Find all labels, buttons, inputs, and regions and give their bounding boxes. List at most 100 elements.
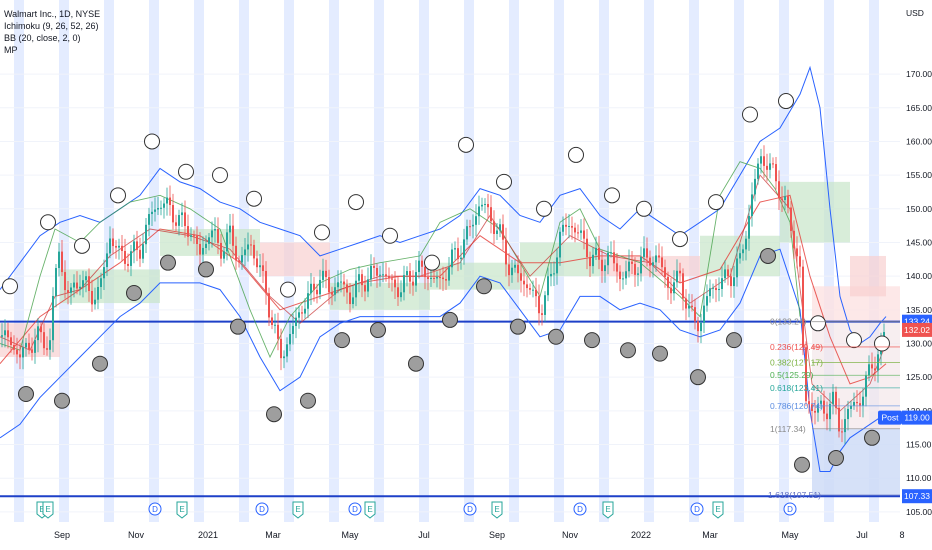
candle-body [91, 290, 93, 305]
candle-body [400, 292, 402, 298]
candle-body [868, 364, 870, 376]
event-label: E [605, 505, 610, 514]
legend-ichimoku[interactable]: Ichimoku (9, 26, 52, 26) [4, 21, 99, 31]
cloud-segment [850, 255, 886, 297]
candle-body [472, 224, 474, 227]
mp-circle-filled [198, 261, 214, 278]
x-tick-label: Nov [128, 530, 145, 540]
candle-body [289, 333, 291, 345]
candle-body [391, 278, 393, 280]
candle-body [4, 330, 6, 336]
candle-body [316, 289, 318, 295]
dividend-marker [348, 502, 362, 516]
candle-body [844, 419, 846, 433]
mp-circle-filled [828, 450, 844, 467]
candle-body [295, 317, 297, 326]
mp-circle-open [74, 237, 90, 254]
candle-body [256, 258, 258, 268]
mp-circle-filled [726, 332, 742, 349]
candle-body [808, 401, 810, 405]
candle-body [67, 290, 69, 293]
candle-body [103, 267, 105, 279]
mp-circle-filled [370, 322, 386, 339]
candle-body [667, 276, 669, 288]
mp-circle-open [178, 163, 194, 180]
mp-circle-filled [300, 392, 316, 409]
mp-circle-filled [864, 429, 880, 446]
legend-mp[interactable]: MP [4, 45, 18, 55]
mp-circle-filled [18, 386, 34, 403]
candle-body [559, 231, 561, 258]
candle-body [595, 247, 597, 255]
candle-body [763, 156, 765, 166]
candle-body [724, 269, 726, 279]
cloud-segment [330, 282, 430, 310]
candle-body [190, 235, 192, 237]
candle-body [460, 257, 462, 260]
candle-body [325, 270, 327, 278]
candle-body [484, 204, 486, 206]
stripe [464, 0, 474, 522]
candle-body [688, 305, 690, 309]
x-tick-label: Jul [418, 530, 430, 540]
y-tick-label: 110.00 [906, 473, 932, 483]
candle-body [253, 244, 255, 259]
candle-body [487, 204, 489, 208]
fib-label: 1(117.34) [770, 424, 806, 434]
candle-body [124, 250, 126, 264]
y-tick-label: 145.00 [906, 237, 932, 247]
candle-body [568, 225, 570, 227]
mp-circle-open [280, 281, 296, 298]
mp-circle-open [810, 315, 826, 332]
candle-body [121, 245, 123, 251]
fib-labels: 0(133.24) 0.236(129.49) 0.382(127.17) 0.5(1… [768, 317, 900, 500]
x-tick-label: Sep [54, 530, 70, 540]
candle-body [748, 215, 750, 239]
candle-body [439, 277, 441, 279]
candle-body [625, 271, 627, 279]
mp-circle-open [2, 278, 18, 295]
candle-body [637, 273, 639, 275]
candle-body [415, 272, 417, 286]
candle-body [106, 253, 108, 268]
candle-body [97, 286, 99, 300]
mp-circle-open [348, 194, 364, 211]
candle-body [727, 269, 729, 277]
candle-body [277, 324, 279, 339]
legend-bb[interactable]: BB (20, close, 2, 0) [4, 33, 81, 43]
candle-body [646, 248, 648, 258]
candle-body [598, 247, 600, 260]
mp-circle-open [742, 106, 758, 123]
candle-body [739, 253, 741, 259]
candle-body [112, 238, 114, 247]
candle-body [478, 206, 480, 217]
y-tick-label: 115.00 [906, 440, 932, 450]
candle-body [61, 251, 63, 273]
candle-body [841, 431, 843, 433]
candle-body [694, 307, 696, 322]
price-badge [902, 322, 932, 337]
stripe [59, 0, 69, 522]
dividend-marker [255, 502, 269, 516]
y-tick-label: 165.00 [906, 103, 932, 113]
candle-body [856, 401, 858, 404]
candle-body [778, 181, 780, 199]
candle-body [208, 237, 210, 244]
earnings-marker [491, 501, 503, 519]
legend-symbol[interactable]: Walmart Inc., 1D, NYSE [4, 9, 101, 19]
mp-circle-open [382, 227, 398, 244]
candle-body [883, 332, 885, 338]
candle-body [835, 391, 837, 408]
candle-body [274, 324, 276, 326]
candle-body [418, 260, 420, 273]
candle-body [691, 305, 693, 308]
candle-body [184, 212, 186, 227]
candle-body [604, 265, 606, 272]
x-tick-label: Mar [265, 530, 281, 540]
candle-body [142, 244, 144, 259]
candle-body [775, 164, 777, 182]
candle-body [322, 270, 324, 280]
event-label: E [39, 505, 44, 514]
candle-body [526, 284, 528, 289]
